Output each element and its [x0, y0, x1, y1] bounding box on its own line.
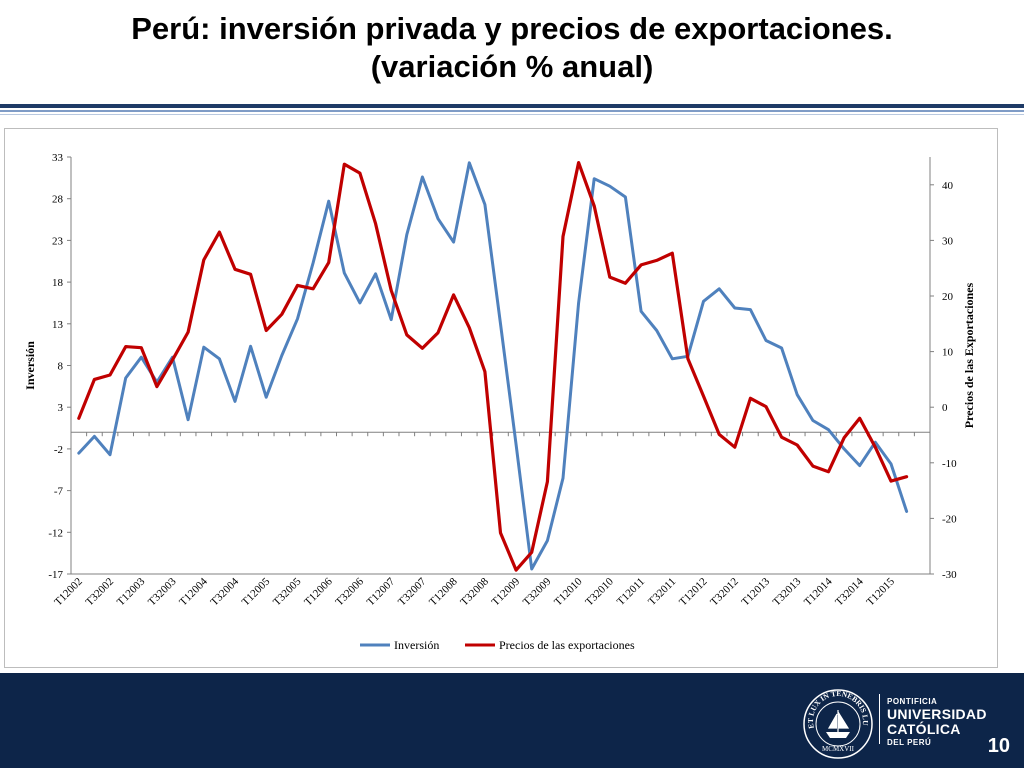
slide-title: Perú: inversión privada y precios de exp…: [0, 10, 1024, 86]
x-tick-label: T32014: [833, 575, 866, 608]
x-tick-label: T12010: [552, 575, 585, 608]
y-tick-label-left: 23: [52, 235, 64, 247]
y-tick-label-right: 40: [942, 180, 954, 192]
x-tick-label: T32013: [771, 575, 804, 608]
y-tick-label-right: 0: [942, 402, 948, 414]
x-tick-label: T12009: [490, 575, 523, 608]
slide-title-line1: Perú: inversión privada y precios de exp…: [131, 11, 893, 46]
y-tick-label-left: -17: [48, 569, 63, 581]
logo-line-universidad: UNIVERSIDAD: [887, 706, 987, 722]
x-tick-label: T32004: [208, 575, 241, 608]
x-tick-label: T12008: [427, 575, 460, 608]
x-tick-label: T32010: [583, 575, 616, 608]
y-tick-label-left: 3: [58, 402, 64, 414]
y-tick-label-left: 13: [52, 319, 64, 331]
x-tick-label: T12007: [365, 575, 398, 608]
line-chart: 33 28 23 18 13 8 3 -2 -7 -12 -17 40 30 20 10 0 -10 -20 -30…: [23, 152, 976, 652]
y-tick-label-left: -12: [48, 527, 63, 539]
y-tick-label-right: 20: [942, 291, 954, 303]
y-tick-label-left: 18: [52, 277, 64, 289]
y-tick-label-left: -2: [54, 444, 63, 456]
logo-line-catolica: CATÓLICA: [887, 721, 961, 737]
x-tick-label: T12013: [739, 575, 772, 608]
series-line-precios: [77, 160, 909, 572]
university-logo-text: PONTIFICIA UNIVERSIDAD CATÓLICA DEL PERÚ: [887, 697, 987, 748]
y-tick-label-right: 10: [942, 347, 954, 359]
series-line-inversion: [77, 161, 909, 571]
x-tick-label: T12015: [864, 575, 897, 608]
x-tick-label: T12003: [115, 575, 148, 608]
y-axis-title-left: Inversión: [23, 341, 37, 390]
university-seal-icon: ET LUX IN TENEBRIS LUCET MCMXVII: [802, 688, 873, 759]
x-tick-label: T32007: [396, 575, 429, 608]
footer-band: [0, 673, 1024, 768]
x-tick-label: T12014: [802, 575, 835, 608]
x-tick-label: T12006: [302, 575, 335, 608]
x-tick-label: T32012: [708, 576, 741, 609]
title-rule: [0, 104, 1024, 108]
logo-line-del-peru: DEL PERÚ: [887, 738, 932, 747]
title-rule-secondary: [0, 110, 1024, 112]
x-tick-label: T12005: [240, 575, 273, 608]
x-tick-label: T32008: [458, 575, 491, 608]
x-tick-label: T12011: [615, 576, 647, 608]
slide-title-line2: (variación % anual): [370, 49, 654, 84]
logo-line-pontificia: PONTIFICIA: [887, 697, 938, 706]
chart-frame: 33 28 23 18 13 8 3 -2 -7 -12 -17 40 30 20 10 0 -10 -20 -30…: [4, 128, 998, 668]
x-tick-label: T32011: [646, 576, 678, 608]
legend-label: Inversión: [394, 638, 439, 652]
seal-year: MCMXVII: [822, 745, 855, 753]
y-tick-label-left: 33: [52, 152, 64, 164]
y-tick-label-left: -7: [54, 486, 64, 498]
y-axis-title-right: Precios de las Exportaciones: [962, 282, 976, 428]
title-rule-tertiary: [0, 114, 1024, 115]
y-tick-label-right: -20: [942, 513, 957, 525]
y-tick-label-left: 8: [58, 361, 64, 373]
x-tick-label: T12004: [177, 575, 210, 608]
y-tick-label-right: 30: [942, 235, 954, 247]
page-number: 10: [987, 735, 1010, 757]
legend-label: Precios de las exportaciones: [499, 638, 635, 652]
x-tick-label: T32002: [83, 576, 116, 609]
x-tick-label: T12012: [677, 576, 710, 609]
logo-divider: [879, 694, 880, 744]
x-tick-label: T32003: [146, 575, 179, 608]
x-tick-label: T32005: [271, 575, 304, 608]
x-tick-label: T32006: [333, 575, 366, 608]
y-tick-label-left: 28: [52, 194, 64, 206]
x-tick-label: T32009: [521, 575, 554, 608]
y-tick-label-right: -30: [942, 569, 957, 581]
y-tick-label-right: -10: [942, 458, 957, 470]
